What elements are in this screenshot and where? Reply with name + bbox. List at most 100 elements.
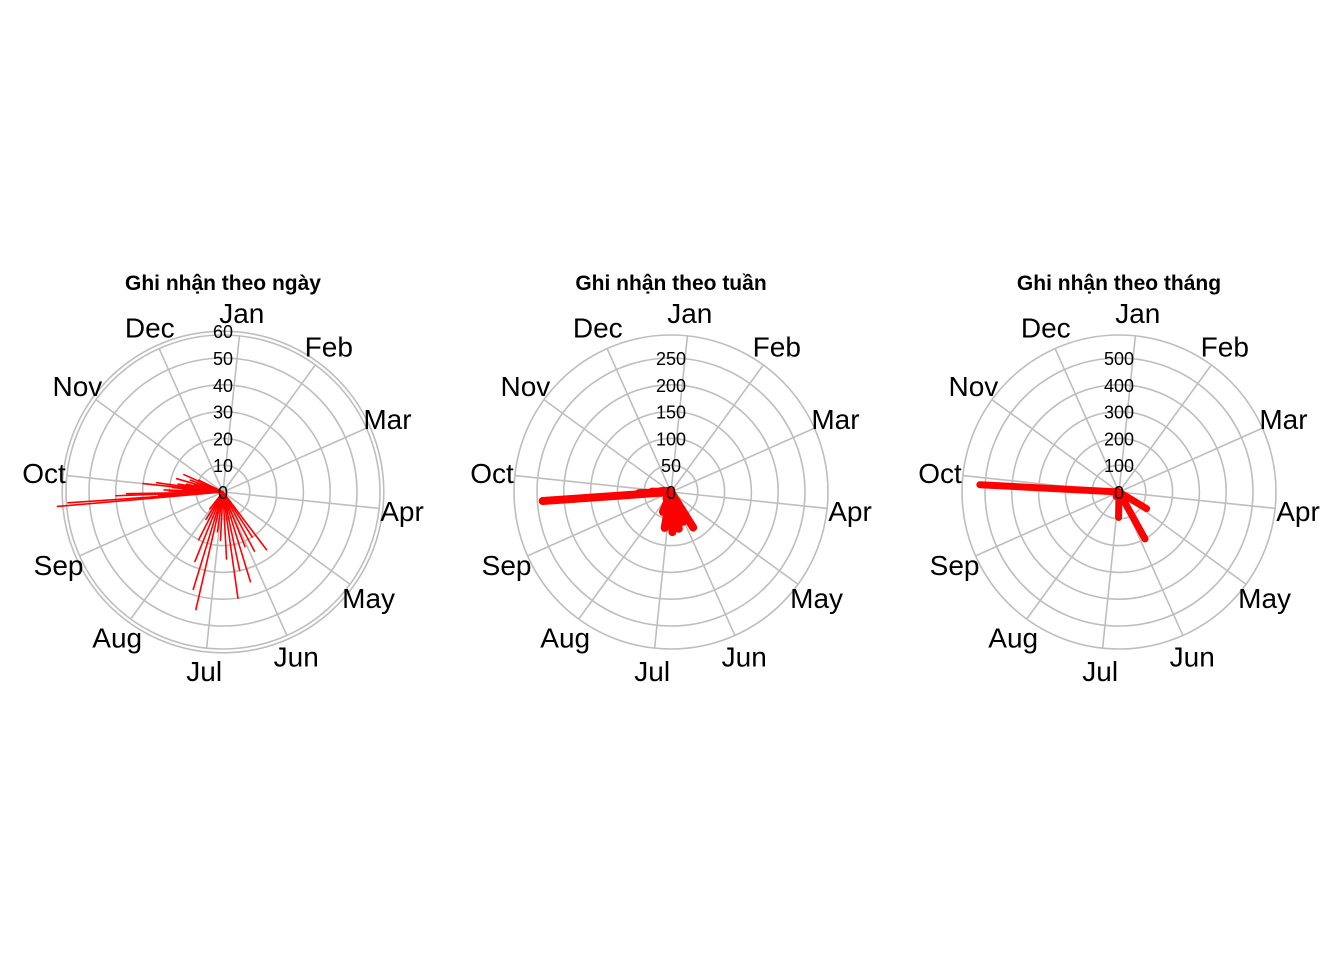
data-bar [222, 491, 239, 599]
grid-circle [562, 383, 779, 600]
month-label: Mar [811, 404, 859, 435]
month-label: May [790, 583, 843, 614]
month-label: Dec [125, 313, 175, 344]
grid-circle [168, 437, 278, 547]
grid-spoke [543, 399, 672, 493]
grid-spoke [222, 427, 367, 493]
data-bar [222, 491, 252, 583]
month-label: Dec [573, 313, 623, 344]
polar-chart-monthly: Jan Feb Mar Apr May Jun Jul Aug Sep Oct Nov Dec 0 100… [918, 272, 1320, 687]
grid-spoke [1026, 491, 1120, 620]
radial-tick-label: 250 [656, 349, 686, 369]
month-label: Nov [500, 371, 550, 402]
grid-spoke [670, 364, 764, 493]
month-label: Aug [540, 623, 590, 654]
month-label: Jul [634, 656, 670, 687]
month-label: Jun [722, 641, 767, 672]
grid-spoke [222, 364, 316, 493]
month-label: Sep [482, 550, 532, 581]
data-bar [194, 491, 224, 563]
month-label: Feb [753, 331, 801, 362]
radial-tick-label: 50 [213, 349, 233, 369]
month-label: Aug [92, 623, 142, 654]
data-bar [192, 491, 224, 591]
radial-tick-label: 150 [656, 403, 686, 423]
month-label: May [1238, 583, 1291, 614]
data-bar [222, 491, 268, 551]
grid-spoke [95, 399, 224, 493]
month-label: Sep [930, 550, 980, 581]
radial-tick-label: 30 [213, 403, 233, 423]
data-bar [198, 479, 224, 493]
data-bar [1115, 488, 1149, 543]
grid-circle [536, 357, 806, 627]
grid-spoke [527, 491, 672, 557]
grid-circle [61, 330, 385, 654]
grid-circle-outer [961, 334, 1277, 650]
month-label: Apr [1276, 496, 1320, 527]
data-bar [662, 488, 675, 503]
radial-tick-label: 200 [1104, 429, 1134, 449]
grid-spoke [1118, 335, 1137, 493]
radial-tick-label: 60 [213, 322, 233, 342]
grid-spoke [670, 427, 815, 493]
grid-circle [1037, 410, 1201, 574]
grid-spoke [670, 335, 689, 493]
data-bar [209, 491, 224, 510]
grid-spoke [670, 491, 799, 585]
month-label: Nov [52, 371, 102, 402]
month-label: Aug [988, 623, 1038, 654]
radial-tick-label: 300 [1104, 403, 1134, 423]
grid-spoke [606, 348, 672, 493]
grid-spoke [991, 399, 1120, 493]
radial-tick-label: 0 [1114, 483, 1124, 503]
radial-tick-label: 100 [1104, 456, 1134, 476]
chart-title: Ghi nhận theo ngày [125, 272, 321, 295]
month-label: Apr [380, 496, 424, 527]
month-label: Jan [1115, 298, 1160, 329]
radial-tick-label: 0 [218, 483, 228, 503]
grid-spoke [1118, 491, 1276, 510]
month-label: Feb [1201, 331, 1249, 362]
grid-circle [88, 357, 358, 627]
grid-circle-outer [513, 334, 829, 650]
month-label: Jun [1170, 641, 1215, 672]
month-label: Dec [1021, 313, 1071, 344]
chart-title: Ghi nhận theo tháng [1017, 272, 1221, 295]
grid-spoke [1118, 427, 1263, 493]
grid-spoke [1118, 364, 1212, 493]
polar-chart-weekly: Jan Feb Mar Apr May Jun Jul Aug Sep Oct Nov Dec 0 50 1… [470, 272, 872, 687]
grid-circle [589, 410, 753, 574]
month-label: Mar [363, 404, 411, 435]
grid-spoke [130, 491, 224, 620]
grid-spoke [158, 348, 224, 493]
radial-tick-label: 100 [656, 429, 686, 449]
polar-chart-daily: Jan Feb Mar Apr May Jun Jul Aug Sep Oct Nov Dec 0 10 2… [22, 272, 424, 687]
grid-spoke [670, 491, 828, 510]
data-bar [1113, 487, 1123, 496]
grid-spoke [1054, 348, 1120, 493]
grid-spoke [222, 491, 351, 585]
month-label: May [342, 583, 395, 614]
month-label: Oct [22, 458, 66, 489]
grid-circle [1010, 383, 1227, 600]
grid-spoke [975, 491, 1120, 557]
grid-spoke [578, 491, 672, 620]
grid-circle [115, 383, 331, 600]
radial-tick-label: 200 [656, 376, 686, 396]
radial-tick-label: 40 [213, 376, 233, 396]
month-label: Mar [1259, 404, 1307, 435]
radial-tick-label: 50 [661, 456, 681, 476]
grid-circle-outer [65, 334, 381, 650]
grid-spoke [222, 491, 288, 636]
radial-tick-label: 20 [213, 429, 233, 449]
month-label: Apr [828, 496, 872, 527]
month-label: Jan [667, 298, 712, 329]
month-label: Sep [34, 550, 84, 581]
month-label: Nov [948, 371, 998, 402]
data-bar [222, 491, 228, 560]
grid-spoke [205, 491, 224, 649]
grid-spoke [222, 335, 241, 493]
month-label: Oct [918, 458, 962, 489]
